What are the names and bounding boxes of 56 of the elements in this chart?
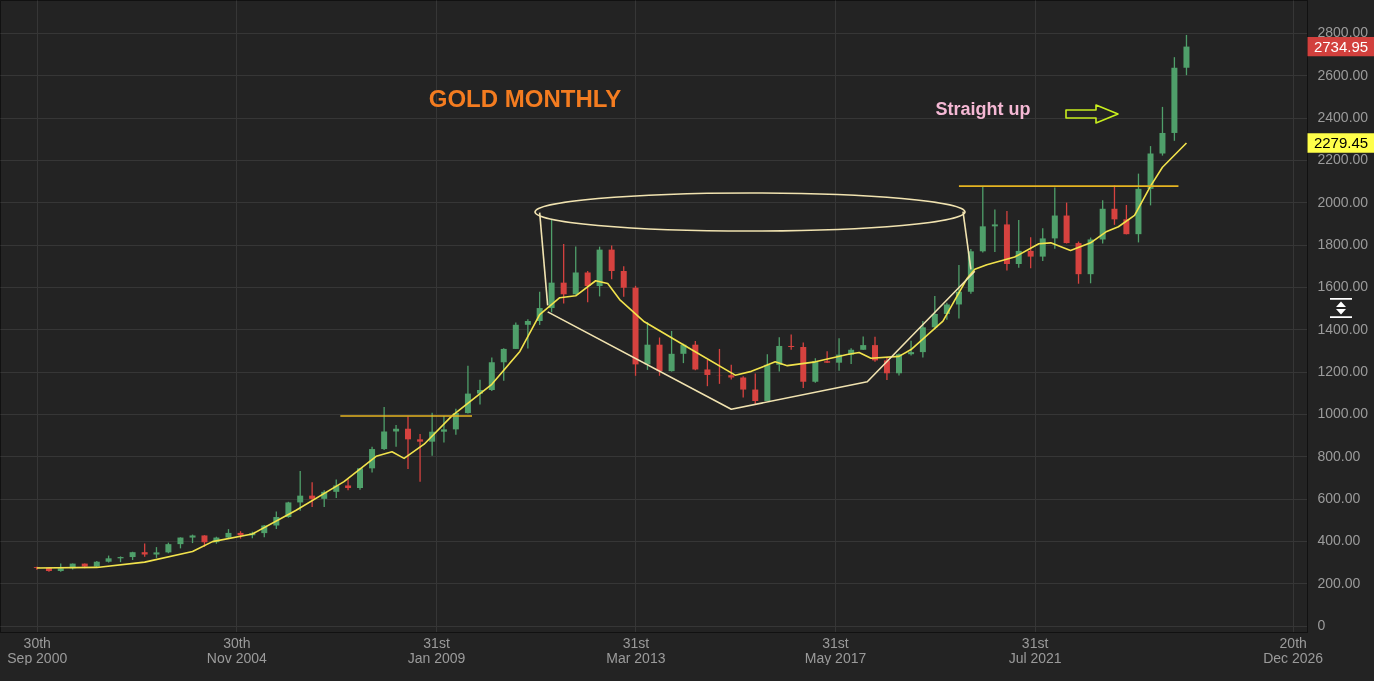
candlestick <box>584 270 591 303</box>
candlestick <box>668 330 675 373</box>
candlestick <box>524 318 531 350</box>
y-tick-label: 2000.00 <box>1317 193 1369 210</box>
y-tick-label: 1000.00 <box>1317 405 1369 422</box>
candlestick <box>1051 186 1058 250</box>
candlestick <box>1111 184 1118 226</box>
text: 2279.45 <box>1313 134 1369 152</box>
y-tick-label: 0 <box>1317 617 1326 634</box>
candlestick <box>417 433 424 483</box>
candlestick <box>824 350 831 364</box>
candlestick <box>1159 106 1166 157</box>
candlestick <box>440 415 447 444</box>
candlestick <box>1183 34 1190 76</box>
x-tick-label: 30th Nov 2004 <box>206 634 268 666</box>
candlestick <box>752 372 759 405</box>
x-tick-label: 30th Sep 2000 <box>7 634 68 666</box>
y-tick-label: 1800.00 <box>1317 236 1369 253</box>
candlestick <box>405 415 411 470</box>
candlestick <box>620 265 627 298</box>
x-tick-label: 20th Dec 2026 <box>1263 634 1324 666</box>
candlestick <box>560 243 567 305</box>
y-tick-label: 1400.00 <box>1317 320 1369 337</box>
y-tick-label: 1600.00 <box>1317 278 1369 295</box>
candlestick <box>908 340 915 357</box>
candlestick <box>704 359 711 387</box>
candlestick <box>644 321 651 371</box>
candlestick <box>991 208 998 253</box>
x-tick-label: 31st Jul 2021 <box>1008 634 1062 666</box>
x-tick-label: 31st Mar 2013 <box>606 634 666 666</box>
y-tick-label: 1200.00 <box>1317 363 1369 380</box>
candlestick <box>608 244 615 280</box>
candlestick <box>931 295 938 330</box>
y-tick-label: 2200.00 <box>1317 151 1369 168</box>
candlestick <box>1027 236 1034 269</box>
candlestick <box>883 357 890 381</box>
candlestick <box>572 245 579 296</box>
y-tick-label: 2400.00 <box>1317 109 1369 126</box>
x-tick-label: 31st May 2017 <box>804 634 867 666</box>
candlestick <box>776 336 783 373</box>
candlestick <box>740 375 747 399</box>
y-tick-label: 800.00 <box>1317 447 1361 464</box>
candlestick <box>812 357 819 384</box>
y-tick-label: 600.00 <box>1317 490 1361 507</box>
line-series <box>546 270 976 411</box>
y-tick-label: 400.00 <box>1317 532 1361 549</box>
y-tick-label: 2600.00 <box>1317 66 1369 83</box>
candlestick <box>500 347 507 382</box>
y-tick-label: 200.00 <box>1317 574 1361 591</box>
line-series <box>36 142 1188 569</box>
text: GOLD MONTHLY <box>428 85 622 112</box>
x-tick-label: 31st Jan 2009 <box>407 634 466 666</box>
candlestick <box>1039 227 1046 262</box>
candlestick <box>381 406 388 451</box>
candlestick <box>345 478 352 491</box>
annotation: Straight up <box>935 99 1031 119</box>
